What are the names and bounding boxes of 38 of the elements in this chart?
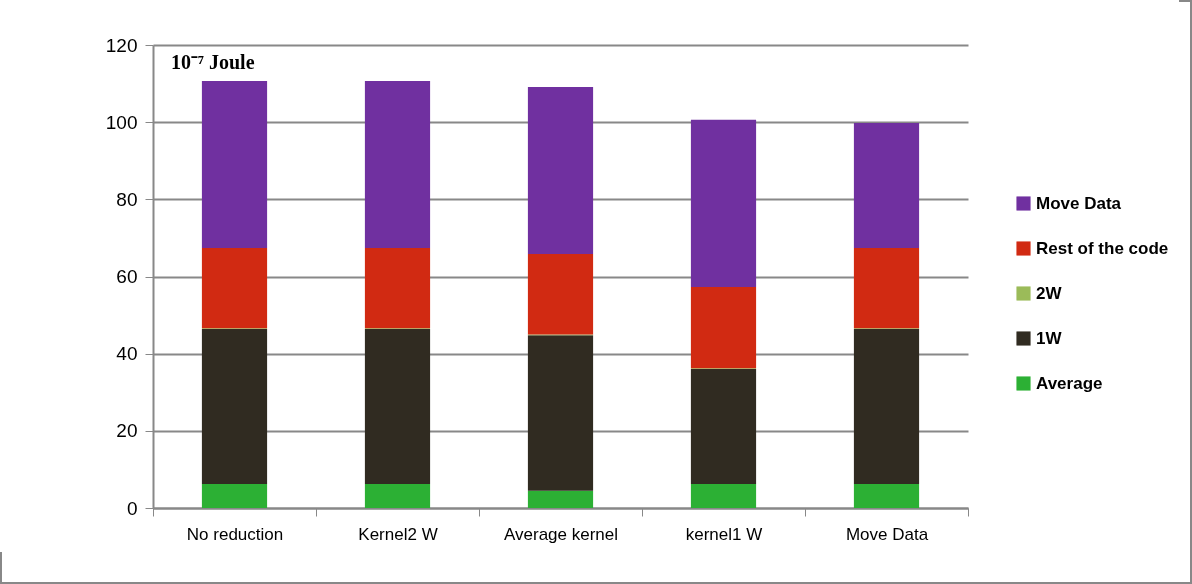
bar xyxy=(201,80,268,248)
legend-label: Move Data xyxy=(1036,193,1122,213)
x-tick-label: Move Data xyxy=(845,524,929,544)
bar xyxy=(853,328,920,485)
x-tick-label: Average kernel xyxy=(503,524,619,544)
bar xyxy=(690,369,757,485)
bar xyxy=(201,247,268,329)
y-tick-label: 0 xyxy=(126,497,138,519)
x-tick-label: No reduction xyxy=(186,524,284,544)
bar xyxy=(364,80,431,248)
bar xyxy=(853,122,920,248)
bar xyxy=(364,247,431,329)
y-tick-label: 120 xyxy=(105,34,138,56)
bar xyxy=(527,490,594,508)
legend-label: Average xyxy=(1036,373,1103,393)
bar xyxy=(201,328,268,485)
bar xyxy=(364,484,431,508)
legend-label: 2W xyxy=(1036,283,1063,303)
bar xyxy=(527,87,594,255)
x-tick-label: Kernel2 W xyxy=(358,524,438,544)
bar xyxy=(201,484,268,508)
bar xyxy=(853,247,920,329)
bar xyxy=(364,328,431,485)
y-tick-label: 80 xyxy=(116,188,138,210)
legend-label: 1W xyxy=(1036,328,1063,348)
bar xyxy=(527,254,594,335)
y-axis-title: 10⁻⁷ Joule xyxy=(171,51,255,73)
x-tick-label: kernel1 W xyxy=(685,524,763,544)
y-tick-label: 20 xyxy=(116,420,138,442)
bar xyxy=(690,484,757,508)
legend-label: Rest of the code xyxy=(1036,238,1169,258)
y-tick-label: 100 xyxy=(105,111,138,133)
bar xyxy=(690,119,757,287)
y-tick-label: 40 xyxy=(116,343,138,365)
bar xyxy=(853,484,920,508)
bar xyxy=(690,286,757,369)
bar xyxy=(527,335,594,491)
y-tick-label: 60 xyxy=(116,266,138,287)
